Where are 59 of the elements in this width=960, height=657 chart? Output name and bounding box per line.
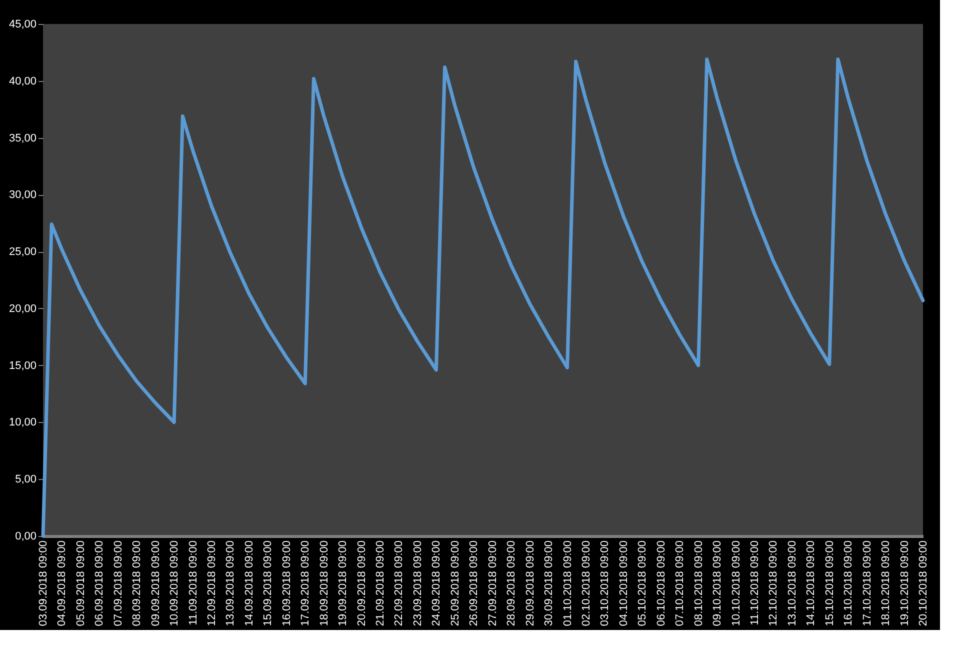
x-tick-label: 03.09.2018 09:00 <box>38 540 50 626</box>
x-tick-label: 09.09.2018 09:00 <box>150 540 162 626</box>
x-tick-label: 06.09.2018 09:00 <box>94 540 106 626</box>
x-tick-label: 01.10.2018 09:00 <box>562 540 574 626</box>
x-tick-label: 13.10.2018 09:00 <box>786 540 798 626</box>
y-tick-label: 25,00 <box>8 246 36 258</box>
x-tick-label: 24.09.2018 09:00 <box>430 540 443 626</box>
x-tick-label: 25.09.2018 09:00 <box>449 540 462 626</box>
x-tick-label: 15.09.2018 09:00 <box>262 540 274 626</box>
x-tick-label: 18.09.2018 09:00 <box>318 540 330 626</box>
y-tick-label: 40,00 <box>8 75 36 88</box>
x-tick-label: 18.10.2018 09:00 <box>880 540 892 626</box>
y-tick-label: 5,00 <box>15 474 36 486</box>
x-tick-label: 11.10.2018 09:00 <box>748 540 761 626</box>
y-tick-label: 30,00 <box>8 189 36 202</box>
x-tick-label: 19.10.2018 09:00 <box>898 540 911 626</box>
x-tick-label: 29.09.2018 09:00 <box>524 540 536 626</box>
x-tick-label: 20.10.2018 09:00 <box>918 540 930 626</box>
x-tick-label: 05.09.2018 09:00 <box>74 540 87 626</box>
x-tick-label: 08.09.2018 09:00 <box>131 540 144 626</box>
x-tick-label: 08.10.2018 09:00 <box>692 540 705 626</box>
x-tick-label: 11.09.2018 09:00 <box>187 540 200 626</box>
x-tick-label: 14.10.2018 09:00 <box>805 540 818 626</box>
x-tick-label: 07.09.2018 09:00 <box>112 540 124 626</box>
x-tick-label: 22.09.2018 09:00 <box>393 540 406 626</box>
x-tick-label: 13.09.2018 09:00 <box>224 540 237 626</box>
x-tick-label: 05.10.2018 09:00 <box>636 540 649 626</box>
line-series <box>41 58 925 538</box>
x-tick-label: 23.09.2018 09:00 <box>412 540 424 626</box>
y-tick-label: 15,00 <box>8 360 36 372</box>
x-tick-label: 15.10.2018 09:00 <box>824 540 836 626</box>
x-tick-label: 17.09.2018 09:00 <box>300 540 312 626</box>
x-tick-label: 26.09.2018 09:00 <box>468 540 480 626</box>
x-tick-label: 19.09.2018 09:00 <box>337 540 350 626</box>
x-tick-label: 17.10.2018 09:00 <box>861 540 874 626</box>
x-tick-label: 10.10.2018 09:00 <box>730 540 742 626</box>
y-tick-label: 0,00 <box>15 530 36 542</box>
x-tick-label: 16.09.2018 09:00 <box>280 540 293 626</box>
x-tick-label: 03.10.2018 09:00 <box>599 540 612 626</box>
y-tick-label: 20,00 <box>8 302 36 315</box>
x-tick-label: 12.10.2018 09:00 <box>768 540 780 626</box>
x-tick-label: 04.09.2018 09:00 <box>56 540 68 626</box>
x-tick-label: 21.09.2018 09:00 <box>374 540 387 626</box>
y-tick-label: 45,00 <box>8 18 36 30</box>
x-tick-label: 02.10.2018 09:00 <box>580 540 592 626</box>
x-tick-label: 07.10.2018 09:00 <box>674 540 686 626</box>
x-tick-label: 06.10.2018 09:00 <box>655 540 668 626</box>
x-tick-label: 04.10.2018 09:00 <box>618 540 630 626</box>
x-tick-label: 10.09.2018 09:00 <box>168 540 181 626</box>
x-tick-label: 27.09.2018 09:00 <box>486 540 499 626</box>
x-tick-label: 28.09.2018 09:00 <box>506 540 518 626</box>
x-tick-label: 09.10.2018 09:00 <box>712 540 724 626</box>
x-tick-label: 30.09.2018 09:00 <box>543 540 556 626</box>
x-tick-label: 12.09.2018 09:00 <box>206 540 218 626</box>
x-tick-label: 16.10.2018 09:00 <box>842 540 855 626</box>
x-tick-label: 14.09.2018 09:00 <box>243 540 256 626</box>
x-tick-label: 20.09.2018 09:00 <box>356 540 368 626</box>
y-tick-label: 10,00 <box>8 416 36 429</box>
y-tick-label: 35,00 <box>8 132 36 144</box>
